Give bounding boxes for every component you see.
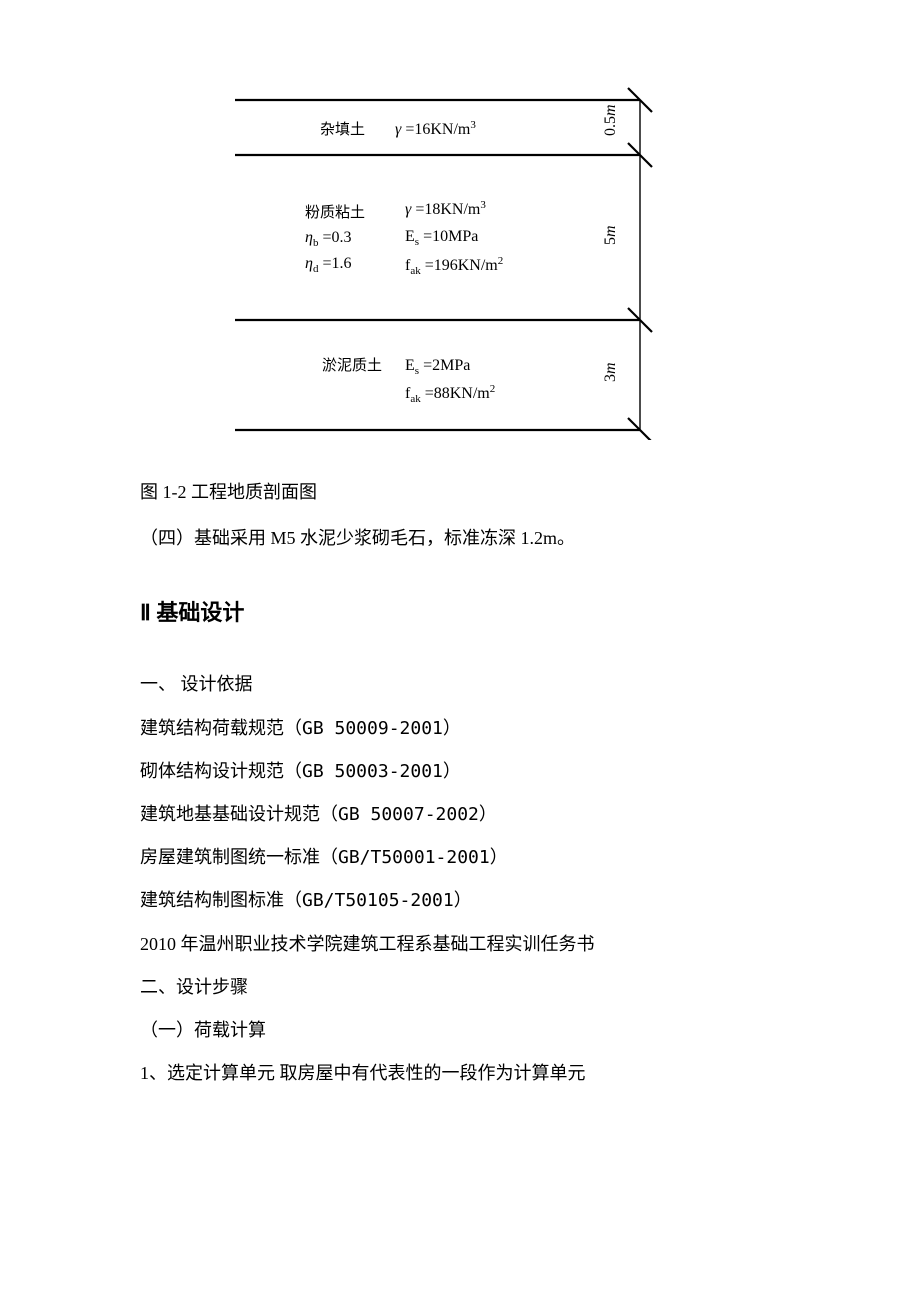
sub1-heading: 一、 设计依据: [140, 663, 790, 706]
soil-profile-diagram: 杂填土 γ =16KN/m3 0.5m 粉质粘土 ηb =0.3 ηd =1.6…: [215, 80, 715, 445]
layer3-thickness: 3m: [602, 362, 619, 382]
layer2-gamma: γ =18KN/m3: [405, 199, 486, 218]
layer2-etab: ηb =0.3: [305, 229, 351, 249]
layer3-name: 淤泥质土: [322, 357, 382, 374]
figure-caption: 图 1-2 工程地质剖面图: [140, 475, 790, 509]
note-line: （四）基础采用 M5 水泥少浆砌毛石，标准冻深 1.2m。: [140, 521, 790, 555]
diagram-svg: 杂填土 γ =16KN/m3 0.5m 粉质粘土 ηb =0.3 ηd =1.6…: [215, 80, 715, 440]
layer2-name: 粉质粘土: [305, 204, 365, 221]
layer3-es: Es =2MPa: [405, 357, 470, 377]
layer2-etad: ηd =1.6: [305, 255, 351, 275]
ref-line: 2010 年温州职业技术学院建筑工程系基础工程实训任务书: [140, 923, 790, 966]
section-heading: Ⅱ 基础设计: [140, 595, 790, 627]
layer1-gamma: γ =16KN/m3: [395, 119, 476, 138]
ref-line: 砌体结构设计规范（GB 50003-2001）: [140, 750, 790, 793]
body-content: 一、 设计依据 建筑结构荷载规范（GB 50009-2001） 砌体结构设计规范…: [140, 663, 790, 1095]
sub2-heading: 二、设计步骤: [140, 966, 790, 1009]
ref-line: 建筑结构制图标准（GB/T50105-2001）: [140, 879, 790, 922]
ref-line: 建筑结构荷载规范（GB 50009-2001）: [140, 707, 790, 750]
layer2-es: Es =10MPa: [405, 228, 478, 248]
ref-line: 建筑地基基础设计规范（GB 50007-2002）: [140, 793, 790, 836]
ref-line: 房屋建筑制图统一标准（GB/T50001-2001）: [140, 836, 790, 879]
layer1-thickness: 0.5m: [602, 104, 619, 136]
sub2-1-item: 1、选定计算单元 取房屋中有代表性的一段作为计算单元: [140, 1052, 790, 1095]
layer2-thickness: 5m: [602, 225, 619, 245]
sub2-1-heading: （一）荷载计算: [140, 1009, 790, 1052]
layer1-name: 杂填土: [320, 121, 365, 138]
layer3-fak: fak =88KN/m2: [405, 383, 495, 405]
layer2-fak: fak =196KN/m2: [405, 255, 503, 277]
